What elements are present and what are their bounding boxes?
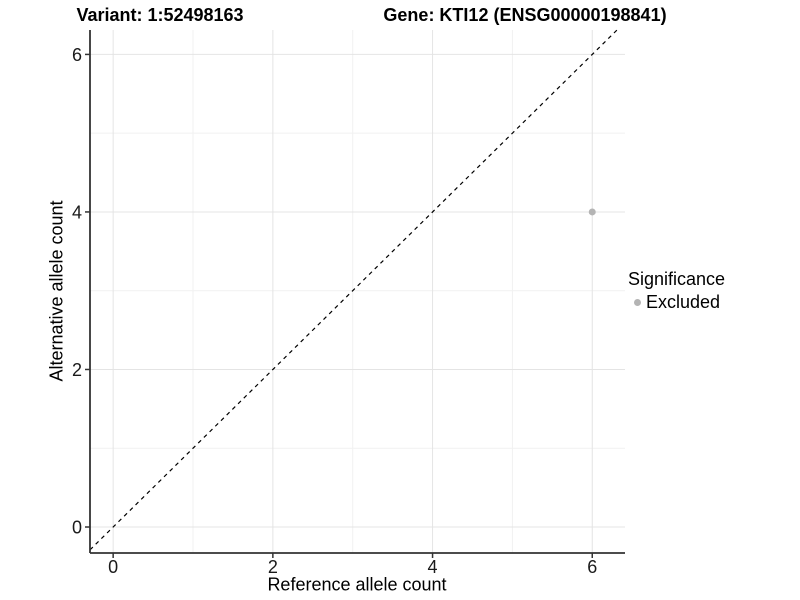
x-tick-label: 6 <box>587 557 597 577</box>
legend-entry-label: Excluded <box>646 292 721 312</box>
x-tick-label: 2 <box>268 557 278 577</box>
y-tick-label: 4 <box>72 202 82 222</box>
y-tick-label: 2 <box>72 360 82 380</box>
x-tick-label: 4 <box>428 557 438 577</box>
x-axis-title: Reference allele count <box>267 574 447 595</box>
legend-entry-excluded: Excluded <box>634 292 725 312</box>
identity-line <box>89 29 618 551</box>
panel-background <box>90 30 625 553</box>
x-tick-label: 0 <box>108 557 118 577</box>
legend: Significance Excluded <box>628 268 725 312</box>
plot-title-gene: Gene: KTI12 (ENSG00000198841) <box>383 5 667 25</box>
y-tick-label: 6 <box>72 45 82 65</box>
legend-title: Significance <box>628 269 726 289</box>
y-axis-title: Alternative allele count <box>46 200 67 382</box>
y-tick-label: 0 <box>72 518 82 538</box>
plot-title-variant: Variant: 1:52498163 <box>76 5 244 25</box>
data-point <box>588 208 596 216</box>
legend-point-icon <box>634 298 641 306</box>
